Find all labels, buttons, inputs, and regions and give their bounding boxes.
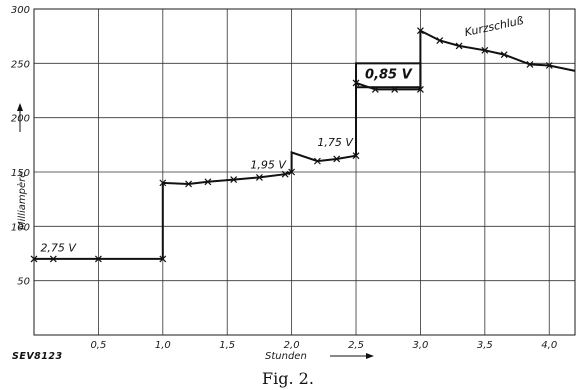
annotation-label: 0,85 V [365,68,413,83]
series-marker [455,42,463,50]
y-tick-label: 150 [11,168,30,179]
series-marker [49,255,57,263]
annotations: 2,75 V 1,95 V 1,75 V 0,85 V Kurzschluß [40,14,524,254]
annotation-label: 1,75 V [317,136,354,149]
x-tick-label: 0,5 [90,340,106,351]
series-marker [281,170,289,178]
series-marker [204,178,212,186]
x-axis-label-group: Stunden [265,351,374,362]
x-axis-label: Stunden [265,351,307,362]
y-tick-label: 300 [11,5,30,16]
x-axis-arrow-head [366,353,374,359]
series-marker [255,174,263,181]
y-tick-label: 100 [11,222,30,233]
series-marker [545,62,553,69]
series-marker [159,255,167,263]
series-marker [436,37,444,44]
series-marker [526,60,534,68]
series-marker [500,51,508,59]
x-tick-label: 2,0 [284,340,300,351]
series-marker [417,27,424,35]
x-tick-label: 3,5 [477,340,493,351]
x-tick-label: 4,0 [541,340,557,351]
highlight-box [355,62,422,89]
y-tick-labels: 50100150200250300 [11,5,30,288]
x-tick-label: 1,0 [155,340,171,351]
series-marker [159,179,167,187]
figure-caption: Fig. 2. [262,369,314,388]
x-tick-label: 3,0 [412,340,428,351]
x-tick-label: 2,5 [348,340,364,351]
y-axis-label: Milliampère [16,172,28,230]
series-marker [30,255,38,263]
series-marker [185,180,192,188]
x-tick-label: 1,5 [219,340,235,351]
series-marker [352,152,360,160]
figure-code: SEV8123 [12,351,63,362]
series-line [34,29,576,260]
y-axis-label-group: Milliampère [16,103,28,230]
grid [34,9,575,335]
series-marker [288,168,296,176]
series-marker [313,157,321,165]
series-marker [333,155,341,163]
plot-frame [33,8,576,336]
x-tick-labels: 0,5 1,0 1,5 2,0 2,5 3,0 3,5 4,0 [90,340,557,351]
annotation-label: 1,95 V [250,159,287,172]
series-marker [94,255,102,263]
series-marker [230,176,238,184]
annotation-label: Kurzschluß [463,14,524,39]
y-tick-label: 50 [17,277,30,288]
annotation-label: 2,75 V [40,241,77,254]
y-axis-arrow-head [17,103,23,111]
series-marker [481,46,489,54]
y-tick-label: 250 [11,59,30,70]
